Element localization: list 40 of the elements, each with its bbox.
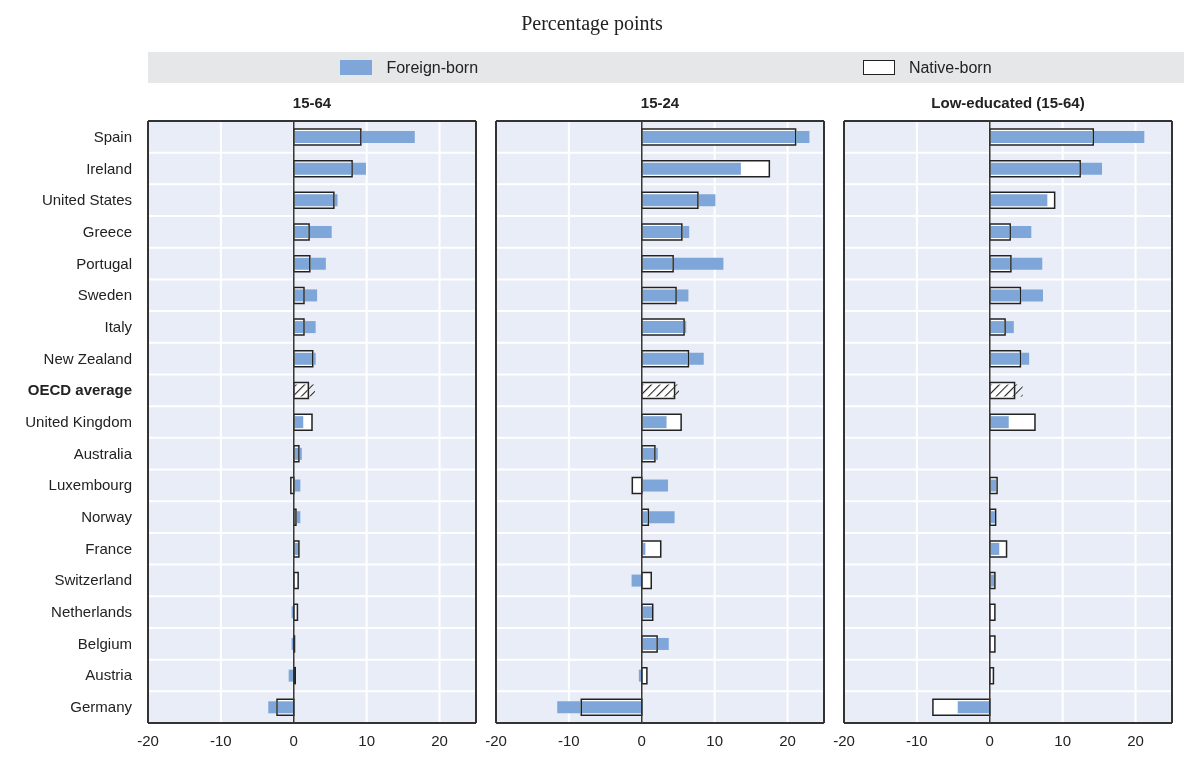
x-tick-label: 20: [431, 731, 448, 749]
chart-title: 15-64: [292, 94, 332, 111]
x-tick-label: 0: [289, 731, 298, 749]
y-tick-label: Australia: [73, 444, 133, 462]
legend-label: Native-born: [908, 58, 992, 77]
x-tick-label: 20: [1127, 731, 1144, 749]
x-tick-label: -20: [137, 731, 159, 749]
y-tick-label: New Zealand: [43, 349, 132, 367]
x-tick-label: -10: [906, 731, 928, 749]
x-tick-label: 10: [706, 731, 724, 749]
y-tick-label: United Kingdom: [25, 413, 132, 430]
chart-title: 15-24: [640, 94, 680, 111]
y-tick-label: France: [85, 539, 132, 557]
chart-title: Low-educated (15-64): [931, 94, 1085, 111]
x-tick-label: -20: [485, 731, 507, 749]
y-tick-label: OECD average: [27, 381, 132, 399]
y-tick-label: Ireland: [86, 159, 132, 177]
y-tick-label: Germany: [70, 698, 133, 716]
x-tick-label: -20: [833, 731, 855, 749]
x-tick-label: 20: [779, 731, 796, 749]
y-tick-label: Spain: [93, 127, 132, 145]
x-tick-label: 0: [637, 731, 646, 749]
y-tick-label: Luxembourg: [48, 476, 132, 494]
x-tick-label: 0: [985, 731, 994, 749]
chart-subtitle: Percentage points: [521, 12, 663, 34]
legend-label: Foreign-born: [386, 58, 479, 77]
x-tick-label: -10: [558, 731, 580, 749]
y-tick-label: Italy: [104, 317, 133, 335]
y-tick-label: Norway: [81, 508, 133, 526]
y-tick-label: Switzerland: [54, 571, 132, 589]
x-tick-label: -10: [210, 731, 232, 749]
x-tick-label: 10: [358, 731, 376, 749]
y-tick-label: Greece: [82, 222, 132, 240]
y-tick-label: Netherlands: [51, 603, 132, 621]
y-tick-label: Sweden: [77, 286, 132, 304]
y-tick-label: United States: [41, 191, 132, 209]
x-tick-label: 10: [1054, 731, 1072, 749]
y-tick-label: Austria: [85, 666, 133, 684]
y-tick-label: Belgium: [77, 634, 132, 652]
y-tick-label: Portugal: [76, 254, 132, 272]
